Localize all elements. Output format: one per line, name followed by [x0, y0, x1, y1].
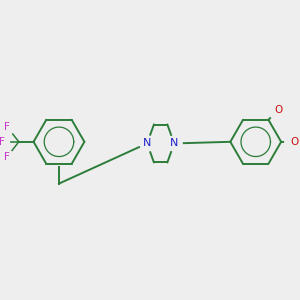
Text: N: N: [143, 138, 151, 148]
Text: F: F: [0, 137, 5, 147]
Text: F: F: [4, 152, 10, 162]
Text: O: O: [274, 105, 282, 115]
Text: O: O: [290, 137, 298, 147]
Text: F: F: [4, 122, 10, 132]
Text: N: N: [170, 138, 178, 148]
